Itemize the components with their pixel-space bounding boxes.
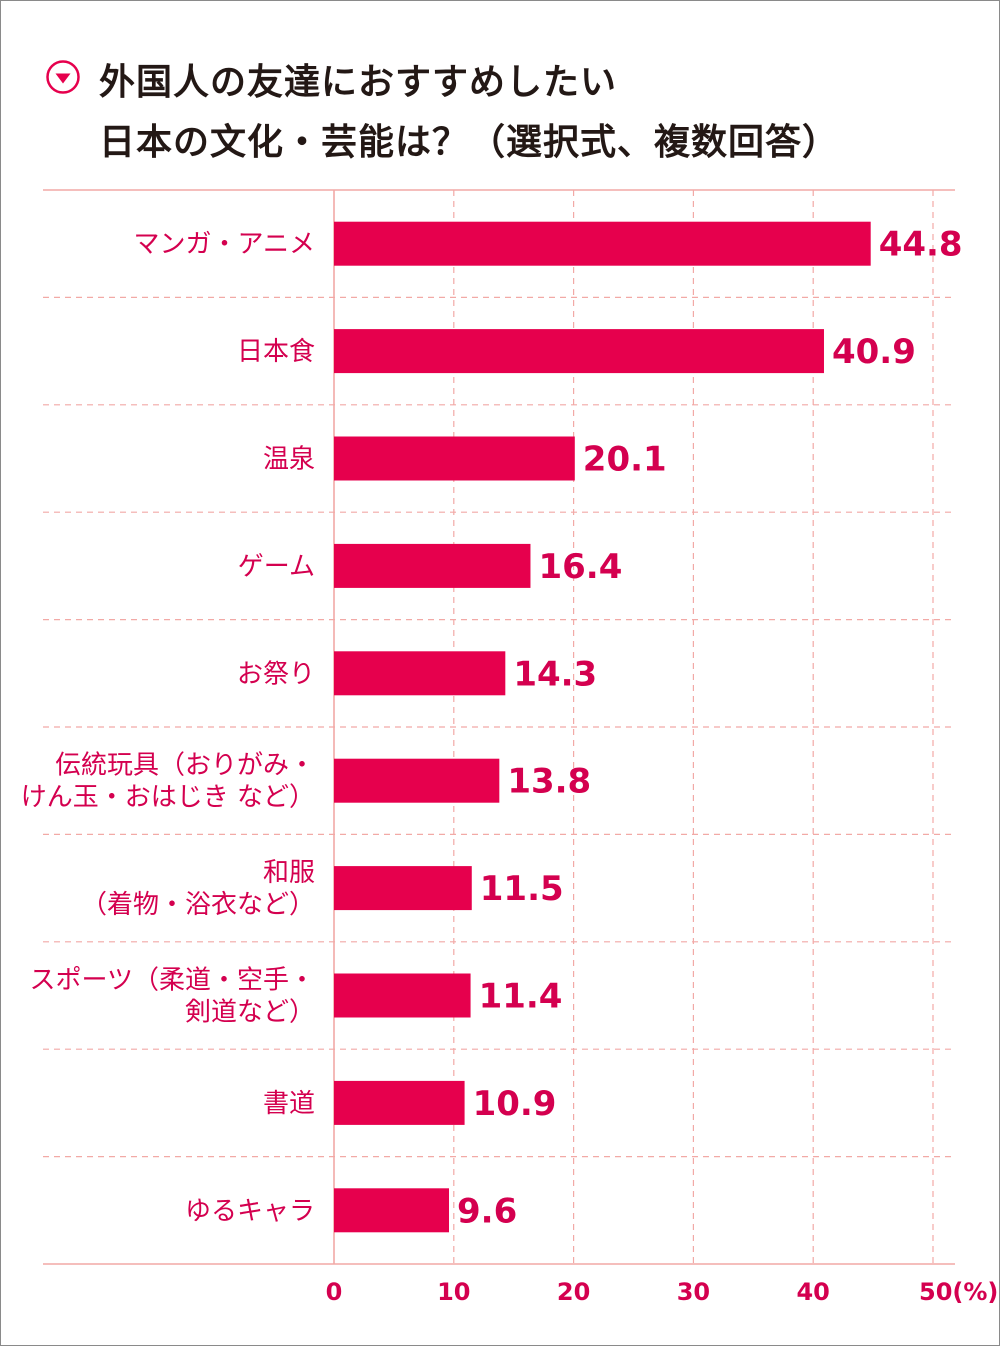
chart-title-line-1: 外国人の友達におすすめしたい xyxy=(99,62,618,103)
bar xyxy=(334,329,824,374)
x-tick-label: 40 xyxy=(796,1278,829,1306)
bar xyxy=(334,1080,465,1125)
category-label: ゲーム xyxy=(238,552,315,582)
category-label: ゆるキャラ xyxy=(185,1196,315,1226)
category-label: お祭り xyxy=(237,659,315,689)
bar xyxy=(334,866,472,911)
value-label: 10.9 xyxy=(473,1084,557,1124)
x-tick-label: 20 xyxy=(557,1278,590,1306)
x-tick-label: 30 xyxy=(677,1278,710,1306)
category-label: けん玉・おはじき など） xyxy=(21,783,315,813)
bar xyxy=(334,1188,450,1233)
category-label: 日本食 xyxy=(237,337,315,367)
bar xyxy=(334,973,471,1018)
value-label: 14.3 xyxy=(513,654,597,694)
x-tick-label: 0 xyxy=(326,1278,343,1306)
chart-title-line-2: 日本の文化・芸能は？（選択式、複数回答） xyxy=(99,122,840,163)
value-label: 40.9 xyxy=(832,332,916,372)
x-tick-label: 50(%) xyxy=(919,1278,998,1306)
category-label: 和服 xyxy=(263,858,315,888)
chevron-down-circle-icon xyxy=(46,60,80,94)
value-label: 9.6 xyxy=(457,1191,517,1231)
category-label: 温泉 xyxy=(263,445,315,475)
bar xyxy=(334,221,871,266)
value-label: 11.4 xyxy=(479,977,563,1017)
category-label: 剣道など） xyxy=(185,998,315,1028)
bar xyxy=(334,651,506,696)
category-label: （着物・浴衣など） xyxy=(81,890,315,920)
value-label: 11.5 xyxy=(480,869,564,909)
bar xyxy=(334,436,575,481)
category-label: スポーツ（柔道・空手・ xyxy=(30,966,315,996)
value-label: 16.4 xyxy=(538,547,622,587)
category-label: 書道 xyxy=(263,1089,315,1119)
value-label: 13.8 xyxy=(507,762,591,802)
bar xyxy=(334,543,531,588)
value-label: 44.8 xyxy=(879,225,963,265)
x-tick-label: 10 xyxy=(437,1278,470,1306)
bar xyxy=(334,758,500,803)
category-label: マンガ・アニメ xyxy=(134,230,315,260)
category-label: 伝統玩具（おりがみ・ xyxy=(55,751,315,781)
value-label: 20.1 xyxy=(583,440,667,480)
